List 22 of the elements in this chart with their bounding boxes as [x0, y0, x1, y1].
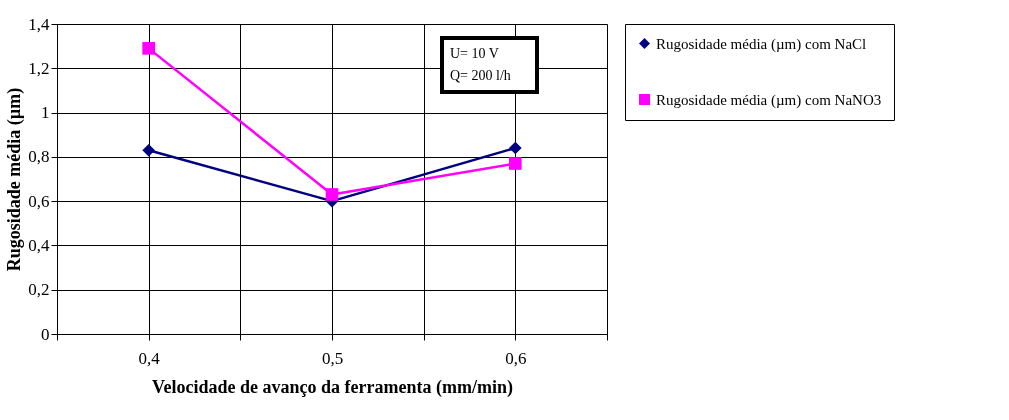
legend-label: Rugosidade média (µm) com NaNO3: [656, 91, 882, 109]
annotation: Q= 200 l/h: [450, 68, 511, 83]
y-tick-label: 1: [41, 103, 50, 123]
annotation: U= 10 V: [450, 46, 499, 61]
y-tick-label: 0,8: [28, 147, 50, 167]
point: [142, 143, 155, 157]
y-axis-title: Rugosidade média (µm): [4, 87, 26, 272]
point: [509, 141, 522, 155]
y-tick-label: 0: [41, 324, 50, 344]
point: [325, 188, 339, 201]
x-axis-title: Velocidade de avanço da ferramenta (mm/min): [152, 376, 513, 398]
y-tick-label: 1,2: [28, 58, 50, 78]
x-tick-label: 0,4: [138, 348, 161, 368]
point: [509, 157, 522, 170]
y-tick-label: 0,4: [28, 235, 50, 255]
y-tick-label: 0,2: [28, 280, 50, 300]
y-tick-label: 1,4: [28, 14, 50, 34]
x-tick-label: 0,6: [505, 348, 527, 368]
y-tick-label: 0,6: [28, 191, 50, 211]
legend-label: Rugosidade média (µm) com NaCl: [656, 35, 867, 53]
point: [142, 42, 155, 55]
x-tick-label: 0,5: [321, 348, 344, 368]
